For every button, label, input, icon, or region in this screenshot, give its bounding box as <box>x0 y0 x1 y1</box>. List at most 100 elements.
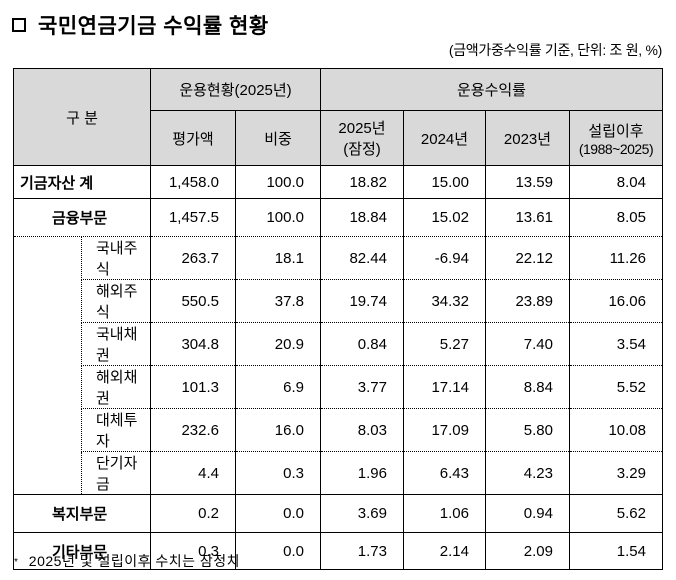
cell-since: 8.04 <box>569 165 663 199</box>
cell-r2024: 6.43 <box>403 451 486 495</box>
cell-r2024: 15.00 <box>403 165 486 199</box>
cell-weight: 0.0 <box>235 494 321 533</box>
cell-since: 10.08 <box>569 408 663 452</box>
header-since: 설립이후 (1988~2025) <box>569 110 663 166</box>
row-label: 국내채권 <box>81 322 151 366</box>
row-label: 단기자금 <box>81 451 151 495</box>
cell-value: 263.7 <box>150 236 236 280</box>
row-label: 기타부문 <box>13 532 151 570</box>
cell-since: 11.26 <box>569 236 663 280</box>
cell-r2023: 23.89 <box>485 279 570 323</box>
cell-r2024: 15.02 <box>403 198 486 237</box>
cell-weight: 6.9 <box>235 365 321 409</box>
cell-weight: 0.0 <box>235 532 321 570</box>
cell-r2024: 17.09 <box>403 408 486 452</box>
table-row: 기타부문 0.3 0.0 1.73 2.14 2.09 1.54 <box>13 532 663 570</box>
footnote: * 2025년 및 설립이후 수치는 잠정치 <box>14 551 240 571</box>
cell-value: 1,458.0 <box>150 165 236 199</box>
cell-r2023: 13.61 <box>485 198 570 237</box>
cell-value: 0.3 <box>150 532 236 570</box>
cell-since: 8.05 <box>569 198 663 237</box>
cell-r2025: 1.73 <box>320 532 404 570</box>
cell-weight: 16.0 <box>235 408 321 452</box>
cell-r2023: 4.23 <box>485 451 570 495</box>
cell-r2024: -6.94 <box>403 236 486 280</box>
page-title-text: 국민연금기금 수익률 현황 <box>38 15 269 38</box>
table-row: 단기자금 4.4 0.3 1.96 6.43 4.23 3.29 <box>14 451 663 495</box>
cell-value: 304.8 <box>150 322 236 366</box>
cell-r2025: 0.84 <box>320 322 404 366</box>
cell-weight: 100.0 <box>235 165 321 199</box>
checkbox-square-icon <box>12 18 26 32</box>
table-row: 금융부문 1,457.5 100.0 18.84 15.02 13.61 8.0… <box>13 198 663 237</box>
table-row: 복지부문 0.2 0.0 3.69 1.06 0.94 5.62 <box>13 494 663 533</box>
cell-r2025: 1.96 <box>320 451 404 495</box>
cell-r2023: 5.80 <box>485 408 570 452</box>
cell-since: 1.54 <box>569 532 663 570</box>
cell-r2023: 22.12 <box>485 236 570 280</box>
cell-r2023: 0.94 <box>485 494 570 533</box>
row-label: 복지부문 <box>13 494 151 533</box>
table-row: 대체투자 232.6 16.0 8.03 17.09 5.80 10.08 <box>14 408 663 452</box>
cell-weight: 18.1 <box>235 236 321 280</box>
cell-weight: 100.0 <box>235 198 321 237</box>
cell-r2024: 1.06 <box>403 494 486 533</box>
table-row: 국내채권 304.8 20.9 0.84 5.27 7.40 3.54 <box>14 322 663 366</box>
row-label: 국내주식 <box>81 236 151 280</box>
cell-r2023: 8.84 <box>485 365 570 409</box>
cell-r2024: 17.14 <box>403 365 486 409</box>
cell-r2025: 3.69 <box>320 494 404 533</box>
fund-return-table: 구 분 운용현황(2025년) 운용수익률 평가액 비중 2025년 (잠정) … <box>13 68 663 570</box>
cell-r2023: 13.59 <box>485 165 570 199</box>
cell-r2025: 82.44 <box>320 236 404 280</box>
table-row: 기금자산 계 1,458.0 100.0 18.82 15.00 13.59 8… <box>13 165 663 199</box>
cell-value: 0.2 <box>150 494 236 533</box>
row-label: 금융부문 <box>13 198 151 237</box>
row-label: 기금자산 계 <box>13 165 151 199</box>
header-2025: 2025년 (잠정) <box>320 110 404 166</box>
header-2025-line2: (잠정) <box>343 141 381 158</box>
row-label: 해외채권 <box>81 365 151 409</box>
cell-value: 232.6 <box>150 408 236 452</box>
header-row-1: 구 분 운용현황(2025년) 운용수익률 <box>13 68 663 166</box>
cell-r2025: 8.03 <box>320 408 404 452</box>
table-row: 국내주식 263.7 18.1 82.44 -6.94 22.12 11.26 <box>13 236 663 495</box>
header-value: 평가액 <box>150 110 236 166</box>
page-title: 국민연금기금 수익률 현황 <box>12 10 269 40</box>
asterisk-icon: * <box>14 556 19 568</box>
header-2025-line1: 2025년 <box>338 120 386 137</box>
header-weight: 비중 <box>235 110 321 166</box>
cell-r2023: 2.09 <box>485 532 570 570</box>
cell-since: 3.54 <box>569 322 663 366</box>
cell-since: 16.06 <box>569 279 663 323</box>
footnote-text: 2025년 및 설립이후 수치는 잠정치 <box>28 553 241 569</box>
cell-r2025: 18.82 <box>320 165 404 199</box>
header-row-2: 평가액 비중 2025년 (잠정) 2024년 2023년 설립이후 (1988… <box>14 110 663 166</box>
header-2023: 2023년 <box>485 110 570 166</box>
header-since-line1: 설립이후 <box>588 122 644 140</box>
cell-r2025: 18.84 <box>320 198 404 237</box>
header-category: 구 분 <box>13 68 151 166</box>
cell-weight: 0.3 <box>235 451 321 495</box>
cell-value: 4.4 <box>150 451 236 495</box>
unit-note: (금액가중수익률 기준, 단위: 조 원, %) <box>448 42 662 58</box>
cell-r2024: 2.14 <box>403 532 486 570</box>
row-label: 대체투자 <box>81 408 151 452</box>
cell-weight: 37.8 <box>235 279 321 323</box>
header-group-returns: 운용수익률 <box>320 68 663 111</box>
cell-value: 1,457.5 <box>150 198 236 237</box>
cell-r2024: 5.27 <box>403 322 486 366</box>
table-row: 해외주식 550.5 37.8 19.74 34.32 23.89 16.06 <box>14 279 663 323</box>
cell-since: 5.52 <box>569 365 663 409</box>
header-2024: 2024년 <box>403 110 486 166</box>
cell-r2025: 19.74 <box>320 279 404 323</box>
cell-r2025: 3.77 <box>320 365 404 409</box>
indent-spacer <box>13 236 82 495</box>
cell-r2023: 7.40 <box>485 322 570 366</box>
header-since-line2: (1988~2025) <box>578 140 654 157</box>
cell-r2024: 34.32 <box>403 279 486 323</box>
cell-value: 550.5 <box>150 279 236 323</box>
cell-since: 5.62 <box>569 494 663 533</box>
cell-weight: 20.9 <box>235 322 321 366</box>
table-row: 해외채권 101.3 6.9 3.77 17.14 8.84 5.52 <box>14 365 663 409</box>
